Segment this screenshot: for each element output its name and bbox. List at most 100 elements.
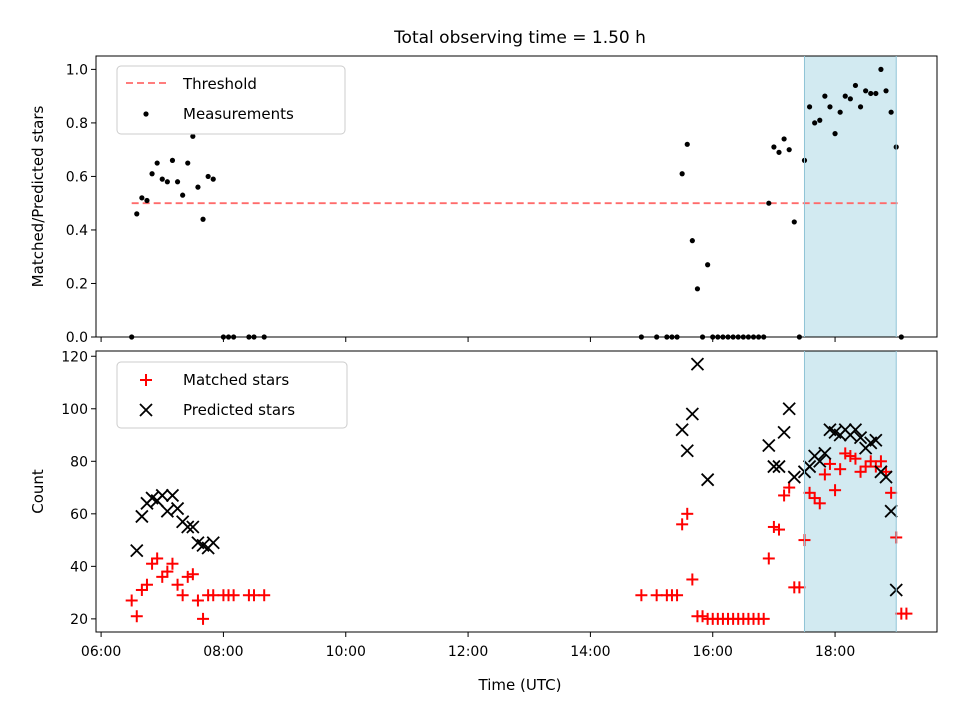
matched-point bbox=[248, 589, 261, 602]
matched-point bbox=[181, 570, 194, 583]
measurement-point bbox=[200, 216, 206, 222]
matched-point bbox=[151, 552, 164, 565]
measurement-point bbox=[878, 66, 884, 72]
measurement-point bbox=[822, 93, 828, 99]
matched-point bbox=[834, 463, 847, 476]
matched-point bbox=[772, 523, 785, 536]
y-tick-label: 100 bbox=[61, 402, 88, 418]
y-axis-ticks-bottom: 20 40 60 80 100 120 bbox=[61, 349, 96, 628]
measurement-point bbox=[190, 133, 196, 139]
predicted-point bbox=[853, 431, 868, 445]
matched-point bbox=[793, 581, 806, 594]
legend-measurements-label: Measurements bbox=[183, 105, 294, 123]
predicted-point-b bbox=[813, 454, 827, 468]
legend-predicted-label: Predicted stars bbox=[183, 401, 295, 419]
matched-point bbox=[186, 568, 199, 581]
matched-point bbox=[757, 612, 770, 625]
measurement-point bbox=[847, 96, 853, 102]
highlight-span-bottom bbox=[804, 351, 897, 632]
measurement-point bbox=[776, 149, 782, 155]
measurement-point bbox=[857, 104, 864, 110]
measurement-point bbox=[827, 104, 833, 110]
matched-point bbox=[125, 594, 138, 607]
y-tick-label: 0.6 bbox=[66, 169, 88, 185]
predicted-point-b bbox=[787, 470, 801, 484]
measurement-point bbox=[134, 211, 140, 217]
predicted-point bbox=[135, 509, 149, 524]
predicted-point bbox=[680, 444, 694, 458]
legend-bottom: Matched stars Predicted stars bbox=[116, 361, 348, 429]
matched-point bbox=[829, 484, 842, 497]
matched-point bbox=[778, 489, 791, 502]
matched-point bbox=[696, 610, 709, 623]
count-panel: 20 40 60 80 100 120 06:00 08:00 10:00 12:00 14:00… bbox=[29, 349, 938, 694]
measurement-point bbox=[694, 286, 701, 292]
measurement-point bbox=[771, 144, 777, 150]
x-axis-label: Time (UTC) bbox=[478, 676, 562, 694]
measurement-point bbox=[781, 136, 787, 142]
matched-point bbox=[207, 589, 220, 602]
matched-point bbox=[900, 607, 913, 620]
count-series bbox=[125, 357, 913, 625]
measurement-point bbox=[210, 176, 216, 182]
matched-point bbox=[803, 486, 816, 499]
matched-point bbox=[844, 450, 857, 463]
predicted-point bbox=[813, 454, 827, 468]
matched-point bbox=[864, 455, 877, 468]
y-tick-label: 20 bbox=[70, 612, 88, 628]
predicted-point-b bbox=[206, 536, 220, 550]
measurement-point bbox=[205, 173, 211, 180]
predicted-point-b bbox=[802, 459, 817, 474]
predicted-point bbox=[685, 407, 699, 421]
measurement-point bbox=[791, 219, 797, 225]
measurement-point bbox=[689, 238, 695, 244]
predicted-point-b bbox=[879, 470, 893, 484]
matched-point bbox=[676, 518, 689, 531]
matched-point bbox=[135, 583, 148, 596]
measurement-point bbox=[144, 197, 150, 204]
measurement-point bbox=[817, 117, 823, 123]
y-axis-ticks-top: 0.0 0.2 0.4 0.6 0.8 1.0 bbox=[66, 62, 96, 346]
matched-point bbox=[849, 452, 862, 465]
x-tick-label: 16:00 bbox=[693, 644, 733, 660]
predicted-point-b bbox=[170, 501, 185, 516]
matched-point bbox=[767, 520, 780, 533]
x-tick-label: 12:00 bbox=[448, 644, 488, 660]
matched-point bbox=[839, 447, 852, 460]
predicted-point-b bbox=[675, 423, 689, 437]
predicted-point-b bbox=[777, 425, 791, 440]
predicted-point bbox=[160, 504, 174, 518]
measurement-point bbox=[883, 88, 889, 94]
legend-matched-swatch bbox=[140, 374, 152, 386]
highlight-span-top bbox=[804, 56, 897, 337]
predicted-point bbox=[181, 520, 195, 534]
matched-point bbox=[258, 589, 271, 602]
predicted-point bbox=[700, 473, 715, 487]
matched-point bbox=[808, 492, 821, 505]
predicted-point bbox=[762, 438, 776, 453]
legend-top: Threshold Measurements bbox=[116, 65, 346, 135]
x-tick-label: 18:00 bbox=[815, 644, 855, 660]
y-tick-label: 80 bbox=[70, 454, 88, 470]
predicted-point-b bbox=[685, 407, 699, 421]
matched-point bbox=[686, 573, 699, 586]
predicted-point-b bbox=[853, 431, 868, 445]
measurement-point bbox=[786, 147, 792, 153]
measurement-point bbox=[873, 90, 879, 97]
measurement-point bbox=[837, 109, 843, 115]
measurement-point bbox=[806, 104, 813, 110]
measurement-point bbox=[174, 179, 181, 185]
measurement-point bbox=[852, 82, 859, 89]
measurement-point bbox=[154, 160, 160, 166]
predicted-point bbox=[777, 425, 791, 440]
predicted-point-b bbox=[700, 473, 715, 487]
measurement-point bbox=[679, 171, 685, 177]
matched-point bbox=[650, 589, 663, 602]
x-tick-label: 14:00 bbox=[570, 644, 610, 660]
measurement-point bbox=[832, 131, 838, 137]
predicted-point-b bbox=[762, 438, 776, 453]
predicted-point bbox=[130, 543, 144, 558]
predicted-point-b bbox=[823, 423, 837, 437]
matched-point bbox=[161, 565, 174, 578]
